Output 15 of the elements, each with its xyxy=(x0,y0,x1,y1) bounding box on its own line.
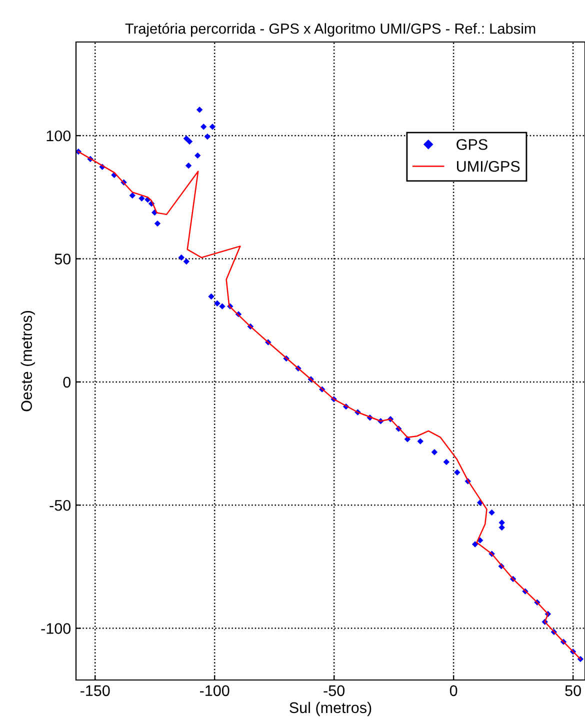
x-tick-label: -100 xyxy=(200,685,230,696)
x-tick-label: 0 xyxy=(450,685,458,696)
y-tick-label: -100 xyxy=(41,623,71,634)
legend-label: GPS xyxy=(456,139,488,150)
y-tick-label: 50 xyxy=(54,254,71,264)
y-tick-label: -50 xyxy=(50,500,71,511)
y-tick-label: 0 xyxy=(63,376,71,388)
x-tick-label: 50 xyxy=(565,685,581,696)
x-tick-label: -150 xyxy=(80,685,110,696)
y-axis-title: Oeste (metros) xyxy=(20,311,35,412)
x-axis-title: Sul (metros) xyxy=(290,702,372,716)
y-tick-label: 100 xyxy=(46,130,71,142)
chart-title: Trajetória percorrida - GPS x Algoritmo UMI/GPS - Ref.: Labsim xyxy=(125,22,536,37)
legend-label: UMI/GPS xyxy=(457,160,520,172)
x-tick-label: -50 xyxy=(324,685,345,696)
